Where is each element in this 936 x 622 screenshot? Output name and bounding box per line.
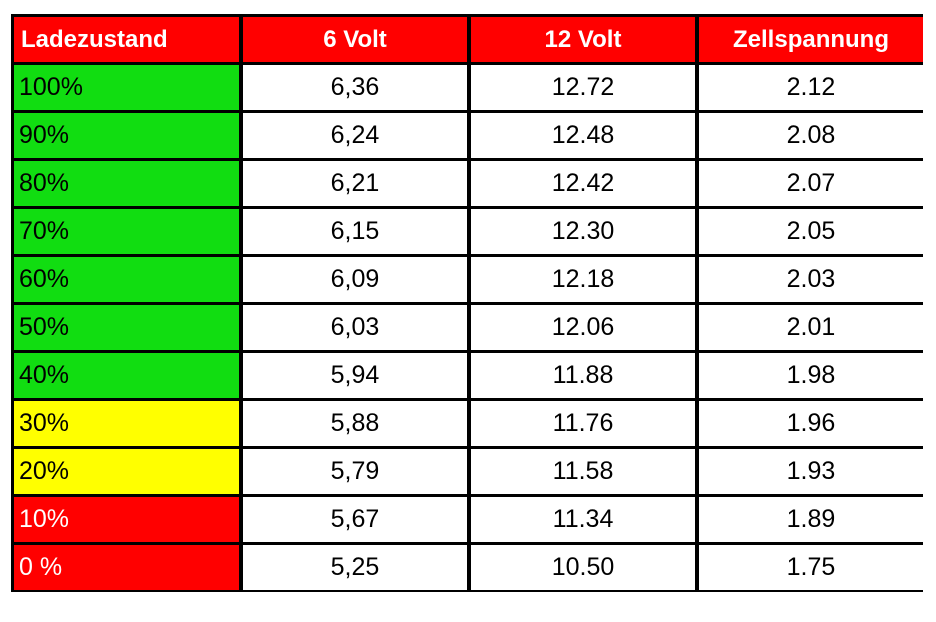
cell-voltage-cell: 2.01 xyxy=(699,305,923,350)
six-volt-cell: 5,88 xyxy=(243,401,467,446)
charge-level-cell: 80% xyxy=(14,161,239,206)
six-volt-cell: 6,24 xyxy=(243,113,467,158)
cell-voltage-cell: 1.96 xyxy=(699,401,923,446)
six-volt-cell: 6,21 xyxy=(243,161,467,206)
cell-voltage-cell: 2.12 xyxy=(699,65,923,110)
six-volt-cell: 6,03 xyxy=(243,305,467,350)
twelve-volt-cell: 11.88 xyxy=(471,353,695,398)
battery-charge-table: Ladezustand 6 Volt 12 Volt Zellspannung … xyxy=(11,14,923,592)
charge-level-cell: 60% xyxy=(14,257,239,302)
charge-level-cell: 0 % xyxy=(14,545,239,590)
six-volt-cell: 6,15 xyxy=(243,209,467,254)
charge-level-cell: 50% xyxy=(14,305,239,350)
twelve-volt-cell: 11.34 xyxy=(471,497,695,542)
six-volt-cell: 5,79 xyxy=(243,449,467,494)
charge-level-cell: 20% xyxy=(14,449,239,494)
six-volt-cell: 5,67 xyxy=(243,497,467,542)
charge-level-cell: 70% xyxy=(14,209,239,254)
cell-voltage-cell: 1.75 xyxy=(699,545,923,590)
twelve-volt-cell: 12.72 xyxy=(471,65,695,110)
twelve-volt-cell: 12.48 xyxy=(471,113,695,158)
twelve-volt-cell: 12.42 xyxy=(471,161,695,206)
cell-voltage-cell: 2.05 xyxy=(699,209,923,254)
twelve-volt-cell: 11.58 xyxy=(471,449,695,494)
charge-level-cell: 40% xyxy=(14,353,239,398)
cell-voltage-cell: 1.98 xyxy=(699,353,923,398)
charge-level-cell: 90% xyxy=(14,113,239,158)
cell-voltage-cell: 1.93 xyxy=(699,449,923,494)
header-zellspannung: Zellspannung xyxy=(699,17,923,62)
table-grid: Ladezustand 6 Volt 12 Volt Zellspannung … xyxy=(14,17,923,590)
charge-level-cell: 100% xyxy=(14,65,239,110)
twelve-volt-cell: 10.50 xyxy=(471,545,695,590)
header-12-volt: 12 Volt xyxy=(471,17,695,62)
twelve-volt-cell: 12.06 xyxy=(471,305,695,350)
cell-voltage-cell: 2.07 xyxy=(699,161,923,206)
six-volt-cell: 6,36 xyxy=(243,65,467,110)
six-volt-cell: 5,94 xyxy=(243,353,467,398)
header-ladezustand: Ladezustand xyxy=(14,17,239,62)
cell-voltage-cell: 2.08 xyxy=(699,113,923,158)
cell-voltage-cell: 1.89 xyxy=(699,497,923,542)
six-volt-cell: 6,09 xyxy=(243,257,467,302)
charge-level-cell: 30% xyxy=(14,401,239,446)
six-volt-cell: 5,25 xyxy=(243,545,467,590)
charge-level-cell: 10% xyxy=(14,497,239,542)
cell-voltage-cell: 2.03 xyxy=(699,257,923,302)
header-6-volt: 6 Volt xyxy=(243,17,467,62)
twelve-volt-cell: 11.76 xyxy=(471,401,695,446)
twelve-volt-cell: 12.18 xyxy=(471,257,695,302)
twelve-volt-cell: 12.30 xyxy=(471,209,695,254)
